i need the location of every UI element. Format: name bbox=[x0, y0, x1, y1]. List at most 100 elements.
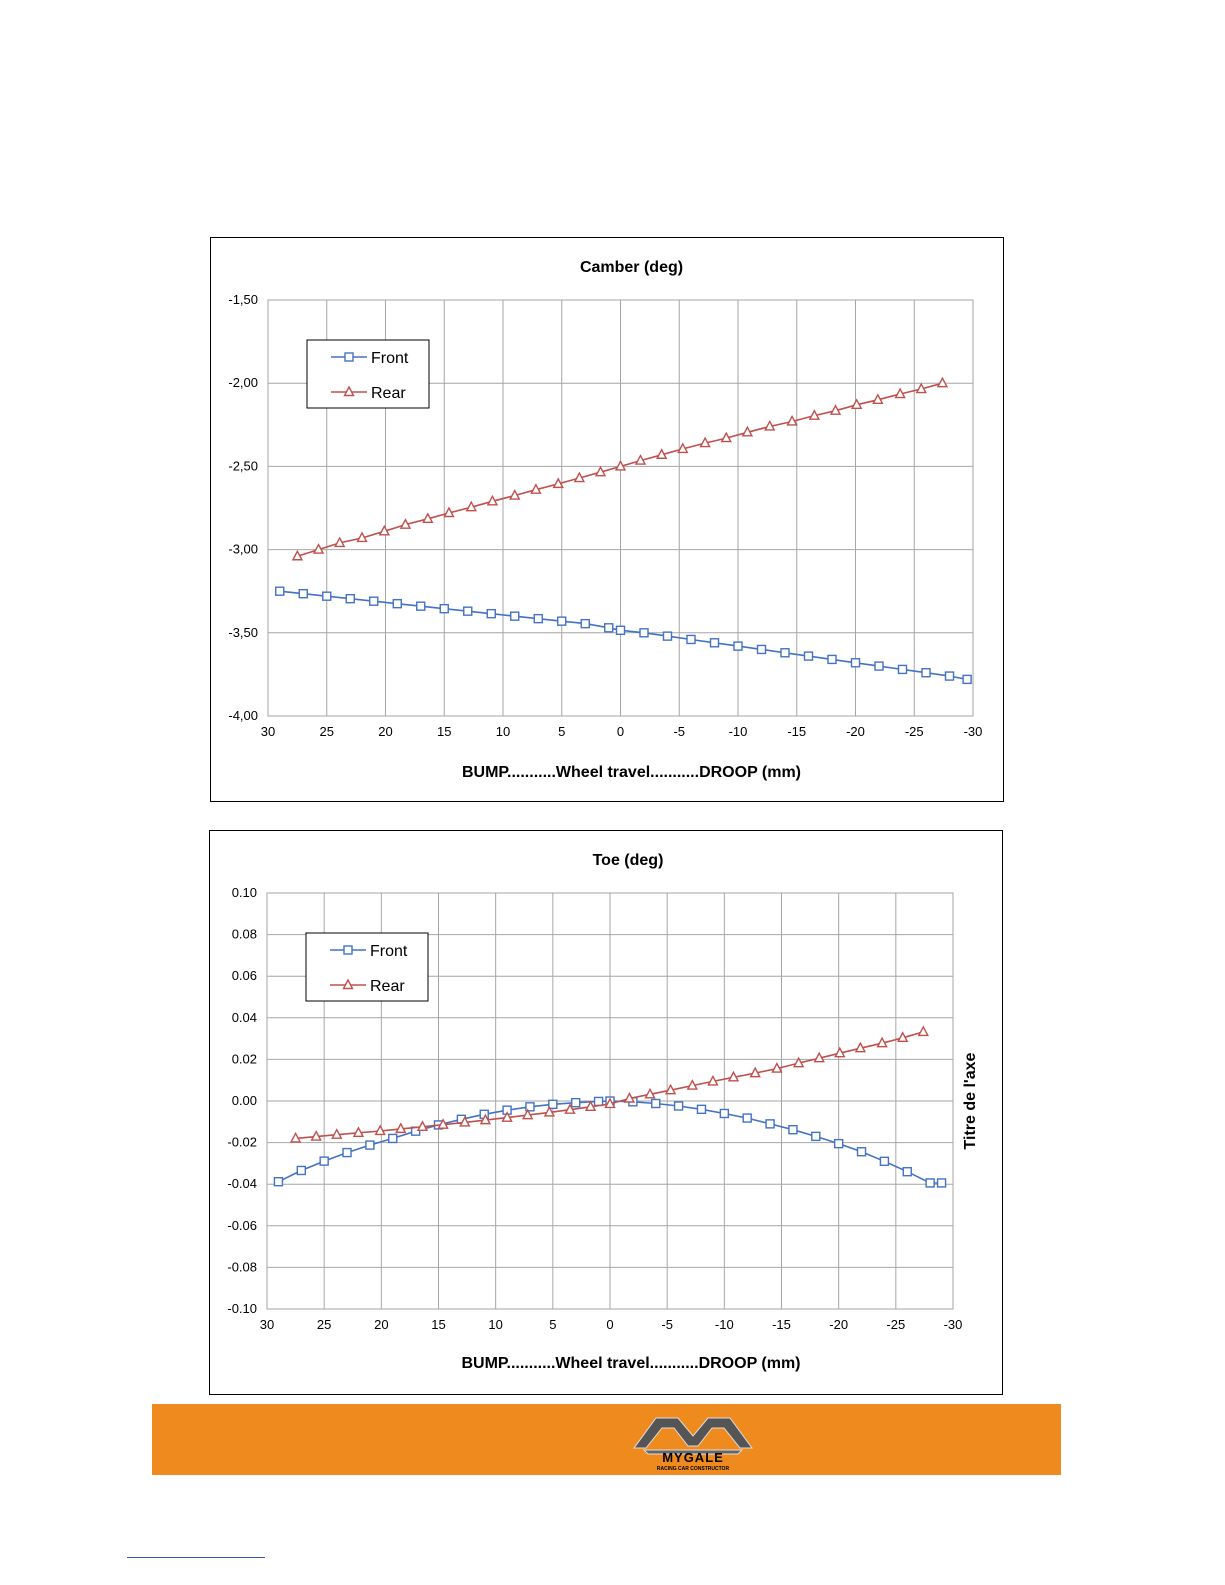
data-point-rear bbox=[564, 1103, 576, 1114]
x-tick-label: 0 bbox=[606, 1317, 613, 1332]
data-point-rear bbox=[378, 524, 390, 536]
x-tick-label: -20 bbox=[829, 1317, 848, 1332]
x-tick-label: -30 bbox=[944, 1317, 963, 1332]
legend-label-front: Front bbox=[370, 943, 408, 960]
data-point-front bbox=[604, 623, 614, 633]
data-point-front bbox=[322, 591, 332, 601]
data-point-front bbox=[342, 1147, 352, 1158]
series-line-rear bbox=[295, 1031, 924, 1140]
chart-title: Camber (deg) bbox=[580, 259, 683, 276]
data-point-front bbox=[856, 1147, 867, 1157]
y-tick-label: 0.08 bbox=[232, 927, 257, 942]
x-tick-label: 10 bbox=[488, 1317, 502, 1332]
y-tick-label: -4,00 bbox=[228, 708, 258, 723]
data-point-front bbox=[369, 596, 379, 606]
legend-marker-rear bbox=[342, 978, 354, 990]
legend-label-front: Front bbox=[371, 350, 409, 367]
data-point-rear bbox=[834, 1046, 846, 1058]
data-point-front bbox=[696, 1104, 707, 1115]
data-point-rear bbox=[915, 382, 927, 394]
y-tick-label: -0.08 bbox=[227, 1259, 257, 1274]
y-tick-label: -1,50 bbox=[228, 292, 258, 307]
legend-marker-rear bbox=[343, 385, 355, 397]
data-point-front bbox=[874, 661, 884, 671]
data-point-front bbox=[921, 668, 931, 678]
data-point-rear bbox=[334, 536, 346, 548]
data-point-rear bbox=[437, 1118, 449, 1129]
y-tick-label: -2,00 bbox=[228, 375, 258, 390]
data-point-front bbox=[925, 1178, 935, 1188]
data-point-rear bbox=[727, 1070, 740, 1082]
data-point-front bbox=[439, 603, 449, 614]
footer-link-rule bbox=[127, 1557, 265, 1558]
data-point-rear bbox=[634, 454, 647, 465]
data-point-front bbox=[510, 611, 520, 621]
data-point-front bbox=[615, 625, 626, 636]
x-tick-label: 20 bbox=[374, 1317, 388, 1332]
data-point-front bbox=[463, 606, 473, 616]
y-tick-label: -2,50 bbox=[228, 458, 258, 473]
y-tick-label: 0.04 bbox=[232, 1010, 257, 1025]
data-point-rear bbox=[813, 1051, 825, 1063]
data-point-rear bbox=[936, 376, 949, 388]
data-point-rear bbox=[422, 512, 434, 524]
data-point-rear bbox=[786, 414, 798, 426]
data-point-rear bbox=[829, 404, 842, 415]
data-point-front bbox=[902, 1167, 912, 1177]
data-point-front bbox=[296, 1165, 307, 1176]
x-tick-label: 30 bbox=[261, 724, 275, 739]
data-point-front bbox=[879, 1156, 890, 1167]
legend-marker-front bbox=[344, 352, 354, 362]
x-tick-label: -10 bbox=[715, 1317, 734, 1332]
legend-label-rear: Rear bbox=[371, 385, 406, 402]
data-point-front bbox=[571, 1097, 581, 1108]
data-point-rear bbox=[501, 1111, 513, 1122]
data-point-front bbox=[756, 644, 767, 655]
data-point-front bbox=[388, 1133, 398, 1144]
x-tick-label: -15 bbox=[772, 1317, 791, 1332]
legend-label-rear: Rear bbox=[370, 978, 405, 995]
y-tick-label: 0.02 bbox=[232, 1051, 257, 1066]
data-point-rear bbox=[459, 1115, 471, 1127]
data-point-front bbox=[897, 664, 908, 675]
data-point-front bbox=[365, 1140, 375, 1150]
y-tick-label: 0.06 bbox=[232, 968, 257, 983]
data-point-front bbox=[765, 1119, 775, 1129]
data-point-rear bbox=[771, 1062, 783, 1073]
data-point-rear bbox=[686, 1079, 698, 1090]
data-point-front bbox=[662, 631, 673, 641]
data-point-rear bbox=[699, 436, 711, 448]
logo-tagline: RACING CAR CONSTRUCTOR bbox=[657, 1466, 730, 1472]
data-point-rear bbox=[808, 409, 821, 420]
data-point-rear bbox=[664, 1083, 677, 1095]
data-point-front bbox=[525, 1102, 535, 1112]
data-point-rear bbox=[543, 1105, 556, 1117]
y-tick-label: -0.02 bbox=[227, 1135, 257, 1150]
data-point-rear bbox=[584, 1100, 597, 1112]
data-point-front bbox=[780, 648, 790, 658]
chart-title: Toe (deg) bbox=[593, 852, 664, 869]
y-axis-title: Titre de l'axe bbox=[962, 1052, 979, 1149]
data-point-rear bbox=[764, 419, 776, 431]
data-point-rear bbox=[522, 1108, 534, 1120]
data-point-rear bbox=[374, 1124, 386, 1136]
x-tick-label: 0 bbox=[617, 724, 624, 739]
camber-chart: 30 25 20 15 10 5 0 -5 -10 -15 -20 -25 -30 -4,00 -3,50 -… bbox=[210, 237, 1004, 802]
y-tick-label: -3,50 bbox=[228, 625, 258, 640]
legend-marker-front bbox=[343, 945, 353, 955]
x-tick-label: 30 bbox=[260, 1317, 274, 1332]
x-tick-label: -5 bbox=[661, 1317, 673, 1332]
x-tick-label: 15 bbox=[431, 1317, 445, 1332]
data-point-front bbox=[811, 1131, 821, 1142]
footer-band bbox=[152, 1404, 1061, 1475]
data-point-rear bbox=[486, 494, 499, 506]
logo-brand: MYGALE bbox=[662, 1450, 724, 1465]
data-point-rear bbox=[443, 506, 455, 518]
data-point-rear bbox=[677, 442, 689, 454]
x-axis-title: BUMP...........Wheel travel...........DR… bbox=[461, 1355, 800, 1372]
data-point-front bbox=[686, 634, 696, 645]
data-point-rear bbox=[573, 471, 586, 483]
x-tick-label: -30 bbox=[964, 724, 983, 739]
data-point-front bbox=[944, 671, 955, 681]
data-point-front bbox=[742, 1113, 752, 1123]
